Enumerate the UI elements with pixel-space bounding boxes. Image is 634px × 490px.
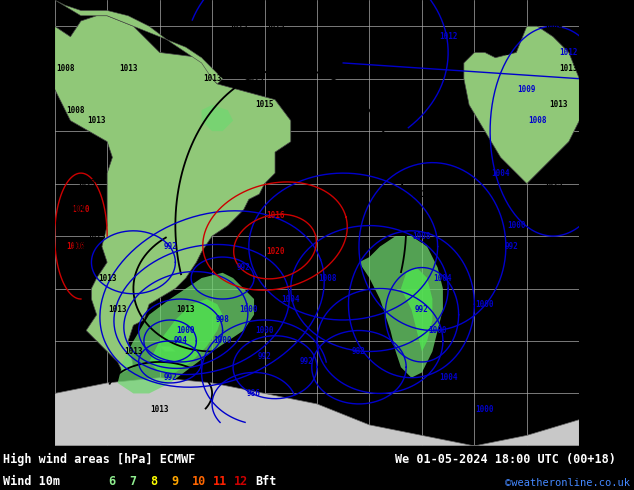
Text: 1013: 1013 [119, 64, 138, 73]
Polygon shape [118, 273, 254, 393]
Text: 1000: 1000 [213, 337, 232, 345]
Polygon shape [55, 16, 291, 372]
Text: 1013: 1013 [549, 100, 567, 109]
Text: 1008: 1008 [67, 106, 85, 115]
Text: 1004: 1004 [439, 373, 457, 382]
Text: 1020: 1020 [266, 247, 284, 256]
Text: 1015: 1015 [256, 100, 274, 109]
Text: 1000: 1000 [476, 405, 494, 414]
Text: 1004: 1004 [77, 137, 96, 146]
Text: 9: 9 [171, 475, 178, 488]
Text: 1016: 1016 [67, 242, 85, 251]
Text: 1013: 1013 [560, 64, 578, 73]
Text: 1013: 1013 [98, 273, 117, 283]
Text: Bft: Bft [255, 475, 276, 488]
Text: 1013: 1013 [245, 11, 263, 20]
Text: 40W: 40W [246, 446, 261, 455]
Text: 986: 986 [247, 389, 261, 398]
Text: 1013: 1013 [77, 179, 96, 188]
Text: 11: 11 [213, 475, 227, 488]
Text: 1008: 1008 [318, 273, 337, 283]
Text: 1016: 1016 [266, 211, 284, 220]
Text: 70W: 70W [56, 446, 71, 455]
Polygon shape [149, 299, 223, 372]
Text: 1009: 1009 [517, 85, 536, 94]
Text: 12: 12 [234, 475, 249, 488]
Text: High wind areas [hPa] ECMWF: High wind areas [hPa] ECMWF [3, 453, 195, 466]
Text: 1008: 1008 [413, 232, 431, 241]
Polygon shape [464, 26, 579, 184]
Text: 6: 6 [108, 475, 115, 488]
Text: 1013: 1013 [544, 179, 562, 188]
Text: 992: 992 [163, 242, 177, 251]
Text: 20W: 20W [373, 446, 388, 455]
Text: We 01-05-2024 18:00 UTC (00+18): We 01-05-2024 18:00 UTC (00+18) [395, 453, 616, 466]
Text: 1013: 1013 [124, 347, 143, 356]
Polygon shape [55, 378, 579, 446]
Text: 1000: 1000 [476, 300, 494, 309]
Text: 50W: 50W [183, 446, 198, 455]
Polygon shape [359, 236, 443, 378]
Text: 1015: 1015 [245, 74, 263, 83]
Polygon shape [160, 346, 176, 351]
Text: 1013: 1013 [229, 48, 247, 57]
Text: 1000: 1000 [177, 326, 195, 335]
Polygon shape [401, 268, 432, 351]
Text: 30W: 30W [309, 446, 325, 455]
Text: 1013: 1013 [67, 273, 85, 283]
Text: 1012: 1012 [439, 32, 457, 41]
Text: 992: 992 [257, 352, 271, 361]
Text: ©weatheronline.co.uk: ©weatheronline.co.uk [505, 478, 630, 488]
Text: 992: 992 [415, 305, 429, 314]
Polygon shape [202, 105, 233, 131]
Text: 1020: 1020 [72, 205, 90, 214]
Text: 994: 994 [174, 337, 188, 345]
Text: 1013: 1013 [229, 22, 247, 31]
Text: 1015: 1015 [266, 22, 284, 31]
Text: 1009: 1009 [544, 22, 562, 31]
Text: 8: 8 [150, 475, 157, 488]
Text: 992: 992 [163, 373, 177, 382]
Text: 1013: 1013 [87, 116, 106, 125]
Text: 1013: 1013 [549, 258, 567, 267]
Text: 1008: 1008 [528, 116, 547, 125]
Text: 1012: 1012 [560, 48, 578, 57]
Text: 60W: 60W [119, 446, 134, 455]
Text: 1013: 1013 [150, 405, 169, 414]
Text: 10W: 10W [436, 446, 451, 455]
Text: 1013: 1013 [413, 190, 431, 198]
Text: 1008: 1008 [56, 64, 74, 73]
Text: 1013: 1013 [203, 32, 221, 41]
Text: 1000: 1000 [240, 305, 258, 314]
Text: 998: 998 [216, 316, 230, 324]
Text: 1004: 1004 [434, 273, 452, 283]
Text: 992: 992 [300, 358, 313, 367]
Text: 992: 992 [236, 263, 250, 272]
Text: 7: 7 [129, 475, 136, 488]
Text: 1013: 1013 [108, 305, 127, 314]
Text: Wind 10m: Wind 10m [3, 475, 60, 488]
Text: 1000: 1000 [256, 326, 274, 335]
Text: 1004: 1004 [67, 205, 85, 214]
Text: 1004: 1004 [491, 169, 510, 177]
Text: 1000: 1000 [507, 221, 526, 230]
Text: 10: 10 [192, 475, 206, 488]
Text: 1004: 1004 [281, 294, 300, 303]
Text: 0: 0 [505, 446, 510, 455]
Text: 1013: 1013 [87, 232, 106, 241]
Text: 982: 982 [352, 347, 366, 356]
Text: 992: 992 [504, 242, 518, 251]
Polygon shape [55, 0, 223, 84]
Text: 1004: 1004 [72, 242, 90, 251]
Text: 1008: 1008 [491, 48, 510, 57]
Text: 1013: 1013 [177, 305, 195, 314]
Text: 10E: 10E [563, 446, 578, 455]
Text: 1013: 1013 [203, 74, 221, 83]
Text: 1000: 1000 [429, 326, 447, 335]
